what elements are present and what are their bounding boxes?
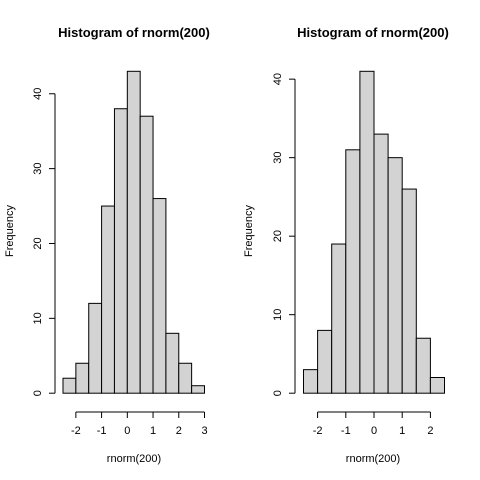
x-tick-label: 3 [201,425,207,437]
y-tick-label: 10 [32,312,44,324]
histogram-bar [140,116,153,393]
x-axis-label: rnorm(200) [346,453,400,465]
histogram-bar [318,330,332,393]
x-axis: -2 -1 0 1 2 3 [71,412,208,437]
y-tick-label: 0 [272,390,284,396]
histogram-bar [153,199,166,394]
y-axis: 0 10 20 30 40 [272,73,295,396]
y-tick-label: 20 [272,230,284,242]
x-tick-label: -1 [97,425,107,437]
histogram-bar [346,150,360,393]
x-tick-label: 1 [150,425,156,437]
x-axis: -2 -1 0 1 2 [313,412,434,437]
x-tick-label: -1 [341,425,351,437]
histogram-bar [102,206,115,393]
x-axis-label: rnorm(200) [107,453,161,465]
y-tick-label: 40 [272,73,284,85]
y-tick-label: 10 [272,309,284,321]
histogram-bar [374,134,388,393]
bars [63,71,205,393]
histogram-bar [416,338,430,393]
y-tick-label: 20 [32,237,44,249]
histogram-bar [89,303,102,393]
histogram-bar [166,333,179,393]
y-tick-label: 30 [272,152,284,164]
x-tick-label: -2 [71,425,81,437]
x-tick-label: 1 [399,425,405,437]
x-tick-label: 0 [124,425,130,437]
y-axis-label: Frequency [243,205,255,257]
histogram-panel-left: Histogram of rnorm(200) Frequency rnorm(… [4,25,210,465]
y-tick-label: 30 [32,162,44,174]
x-tick-label: 2 [427,425,433,437]
y-tick-label: 40 [32,88,44,100]
y-axis: 0 10 20 30 40 [32,88,55,397]
histogram-bar [360,71,374,393]
histogram-bar [76,363,89,393]
chart-title: Histogram of rnorm(200) [58,25,210,40]
bars [304,71,445,393]
histogram-bar [114,109,127,393]
y-axis-label: Frequency [4,205,16,257]
histogram-bar [430,377,444,393]
x-tick-label: -2 [313,425,323,437]
histogram-bar [304,370,318,394]
histogram-panel-right: Histogram of rnorm(200) Frequency rnorm(… [243,25,449,465]
y-tick-label: 0 [32,390,44,396]
chart-title: Histogram of rnorm(200) [297,25,449,40]
histogram-bar [402,189,416,393]
histogram-bar [127,71,140,393]
histogram-bar [63,378,76,393]
x-tick-label: 0 [371,425,377,437]
x-tick-label: 2 [176,425,182,437]
histogram-bar [332,244,346,393]
histogram-bar [192,386,205,393]
histogram-bar [388,158,402,394]
histogram-bar [179,363,192,393]
